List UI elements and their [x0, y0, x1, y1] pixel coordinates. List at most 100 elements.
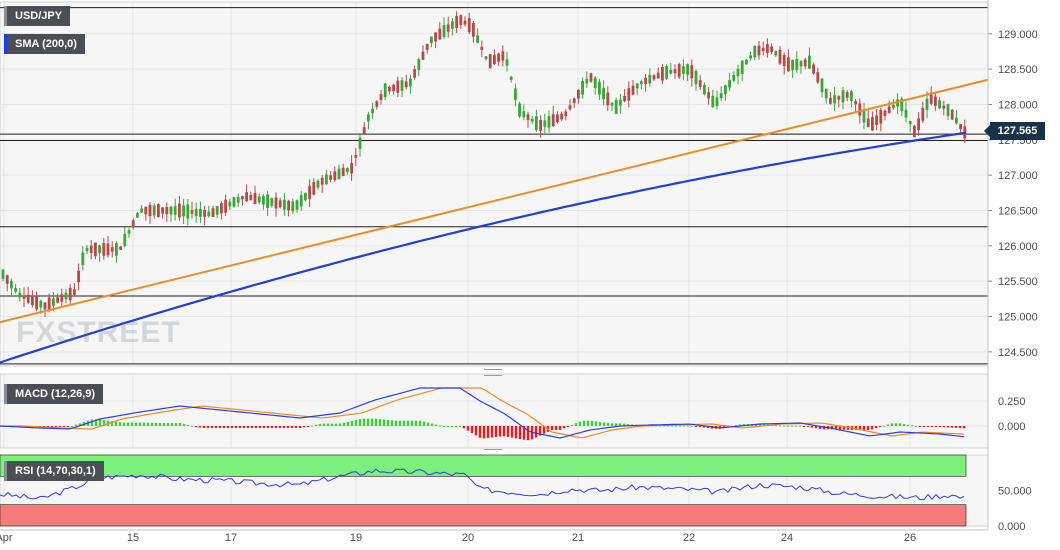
macd-histogram-bar	[358, 419, 362, 426]
macd-histogram-bar	[290, 426, 294, 428]
candle-body	[812, 64, 815, 74]
candle-body	[39, 300, 43, 308]
candle-body	[400, 80, 404, 91]
macd-histogram-bar	[662, 425, 666, 427]
macd-histogram-bar	[330, 423, 334, 426]
macd-histogram-bar	[702, 426, 706, 428]
candle-body	[47, 297, 51, 311]
candle-body	[169, 206, 173, 215]
candle-body	[203, 209, 206, 217]
macd-histogram-bar	[370, 418, 374, 426]
macd-histogram-bar	[606, 422, 610, 426]
macd-histogram-bar	[778, 425, 782, 427]
candle-body	[845, 92, 849, 98]
macd-histogram-bar	[454, 426, 458, 427]
macd-histogram-bar	[434, 424, 438, 426]
macd-histogram-bar	[542, 426, 546, 434]
macd-histogram-bar	[70, 426, 74, 427]
macd-histogram-bar	[670, 425, 674, 427]
macd-histogram-bar	[306, 426, 310, 427]
macd-histogram-bar	[250, 426, 254, 428]
macd-histogram-bar	[166, 423, 170, 426]
candle-body	[31, 296, 34, 306]
candle-body	[484, 56, 488, 60]
candle-body	[367, 114, 370, 122]
candle-body	[278, 200, 282, 208]
candle-body	[858, 103, 862, 116]
macd-histogram-bar	[134, 422, 138, 426]
rsi-oversold-zone	[0, 504, 967, 527]
candle-body	[173, 206, 177, 215]
candle-body	[560, 113, 563, 120]
macd-histogram-bar	[926, 426, 930, 427]
candle-body	[312, 182, 316, 195]
macd-histogram-bar	[618, 423, 622, 426]
x-tick-label: 15	[127, 532, 139, 544]
rsi-y-tick-label: 0.000	[998, 521, 1026, 533]
macd-histogram-bar	[718, 426, 722, 429]
candle-body	[64, 292, 68, 300]
candle-body	[123, 233, 127, 247]
candle-body	[249, 194, 253, 201]
macd-histogram-bar	[582, 420, 586, 426]
candle-body	[623, 95, 626, 102]
candle-body	[959, 123, 962, 130]
macd-histogram-bar	[558, 426, 562, 430]
candle-body	[56, 297, 59, 303]
macd-histogram-bar	[754, 424, 758, 426]
candle-body	[446, 24, 450, 32]
x-tick-label: 24	[781, 532, 793, 544]
pane-resize-handle-rsi[interactable]	[484, 449, 502, 456]
candle-body	[304, 193, 307, 201]
pane-resize-handle-macd[interactable]	[484, 369, 502, 376]
macd-histogram-bar	[514, 426, 518, 439]
macd-histogram-bar	[794, 425, 798, 427]
candle-body	[333, 171, 337, 181]
candle-body	[270, 198, 274, 206]
candle-body	[539, 120, 542, 131]
candle-body	[18, 292, 22, 298]
candle-body	[837, 96, 841, 100]
macd-histogram-bar	[282, 426, 286, 428]
macd-histogram-bar	[798, 425, 802, 427]
macd-histogram-bar	[870, 426, 874, 430]
macd-histogram-bar	[762, 424, 766, 426]
candle-body	[661, 67, 664, 81]
macd-histogram-bar	[410, 420, 414, 426]
candle-body	[501, 51, 505, 61]
candle-body	[656, 72, 660, 79]
candle-body	[5, 275, 9, 284]
macd-histogram-bar	[738, 424, 742, 426]
candle-body	[472, 23, 475, 37]
macd-histogram-bar	[178, 423, 182, 426]
macd-histogram-bar	[554, 426, 558, 430]
candle-body	[841, 90, 845, 103]
candle-body	[299, 195, 303, 207]
candle-body	[564, 111, 568, 117]
candle-body	[602, 87, 605, 100]
macd-histogram-bar	[482, 426, 486, 439]
candle-body	[383, 83, 387, 98]
candle-body	[808, 55, 811, 69]
candle-body	[719, 93, 723, 99]
y-tick-label: 129.000	[998, 29, 1038, 41]
pair-label: USD/JPY	[4, 6, 71, 26]
candle-body	[543, 120, 547, 127]
candle-body	[140, 208, 143, 213]
candle-body	[871, 117, 874, 131]
macd-histogram-bar	[302, 426, 306, 428]
candle-body	[707, 92, 710, 99]
macd-histogram-bar	[734, 425, 738, 427]
x-tick-label: 26	[904, 532, 916, 544]
x-tick-label: 20	[462, 532, 474, 544]
watermark-text: FXSTREET	[16, 316, 181, 349]
macd-histogram-bar	[706, 426, 710, 429]
candle-body	[652, 75, 656, 80]
macd-histogram-bar	[326, 423, 330, 426]
candle-body	[820, 78, 824, 93]
macd-histogram-bar	[162, 423, 166, 426]
candle-body	[329, 175, 332, 180]
y-tick-label: 124.500	[998, 347, 1038, 359]
candle-body	[728, 80, 731, 88]
macd-histogram-bar	[62, 426, 66, 427]
